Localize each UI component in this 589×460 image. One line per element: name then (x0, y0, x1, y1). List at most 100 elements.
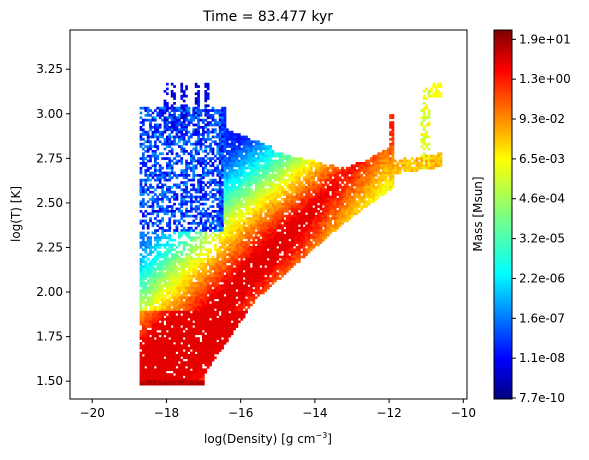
density-cell (199, 320, 203, 324)
density-cell (144, 291, 148, 295)
density-cell (286, 166, 289, 170)
density-cell (197, 279, 200, 283)
density-cell (144, 202, 148, 206)
density-cell (245, 231, 248, 235)
density-cell (156, 198, 160, 201)
density-cell (199, 279, 203, 283)
density-cell (190, 236, 193, 240)
density-cell (233, 133, 236, 136)
density-cell (197, 318, 200, 321)
density-cell (154, 140, 157, 144)
density-cell (190, 366, 193, 369)
density-cell (264, 152, 268, 156)
density-cell (271, 270, 275, 273)
density-cell (202, 142, 205, 146)
density-cell (211, 303, 215, 307)
density-cell (242, 135, 246, 139)
density-cell (163, 308, 167, 312)
density-cell (144, 190, 148, 194)
density-cell (247, 248, 251, 252)
density-cell (187, 354, 191, 357)
density-cell (218, 306, 222, 309)
density-cell (230, 332, 234, 336)
density-cell (166, 140, 169, 144)
density-cell (254, 277, 258, 280)
density-cell (139, 183, 143, 187)
density-cell (178, 243, 181, 247)
density-cell (173, 318, 176, 321)
density-cell (170, 337, 174, 340)
density-cell (158, 267, 162, 271)
density-cell (211, 106, 215, 110)
density-cell (228, 219, 232, 223)
density-cell (290, 236, 294, 240)
density-cell (209, 346, 212, 350)
density-cell (168, 296, 172, 300)
density-cell (259, 198, 263, 201)
density-cell (274, 246, 277, 249)
density-cell (185, 94, 188, 98)
density-cell (245, 298, 248, 302)
density-cell (190, 159, 193, 163)
density-cell (238, 205, 241, 208)
density-cell (216, 301, 220, 304)
density-cell (144, 140, 148, 144)
density-cell (161, 337, 164, 340)
density-cell (197, 313, 200, 316)
density-cell (202, 310, 205, 314)
density-cell (166, 212, 169, 216)
density-cell (194, 296, 198, 300)
density-cell (156, 318, 160, 321)
density-cell (250, 284, 253, 288)
density-cell (158, 366, 162, 369)
density-cell (139, 202, 143, 206)
density-cell (269, 202, 272, 206)
density-cell (180, 366, 184, 369)
density-cell (156, 356, 160, 360)
density-cell (286, 234, 289, 237)
density-cell (211, 147, 215, 151)
density-cell (221, 198, 224, 201)
density-cell (194, 248, 198, 252)
density-cell (281, 202, 284, 206)
density-cell (168, 315, 172, 319)
density-cell (250, 267, 253, 271)
density-cell (197, 195, 200, 199)
density-cell (154, 378, 157, 381)
density-cell (221, 313, 224, 316)
density-cell (274, 183, 277, 187)
density-cell (161, 363, 164, 367)
density-cell (192, 106, 196, 110)
density-cell (226, 166, 229, 170)
density-cell (206, 87, 210, 91)
density-cell (252, 248, 256, 252)
density-cell (197, 363, 200, 367)
density-cell (144, 380, 148, 384)
density-cell (240, 238, 244, 242)
density-cell (245, 210, 248, 213)
density-cell (223, 327, 227, 331)
density-cell (235, 186, 239, 189)
density-cell (271, 214, 275, 218)
density-cell (163, 253, 167, 256)
density-cell (283, 270, 287, 273)
density-cell (211, 289, 215, 292)
density-cell (151, 202, 155, 206)
density-cell (175, 284, 179, 288)
density-cell (290, 255, 294, 259)
density-cell (158, 342, 162, 345)
density-cell (166, 308, 169, 312)
density-cell (238, 303, 241, 307)
density-cell (194, 174, 198, 177)
density-cell (274, 274, 277, 278)
density-cell (206, 145, 210, 148)
density-cell (257, 205, 260, 208)
density-cell (233, 226, 236, 230)
density-cell (235, 154, 239, 158)
density-cell (204, 219, 208, 223)
density-cell (173, 313, 176, 316)
density-cell (173, 286, 176, 290)
density-cell (178, 375, 181, 379)
density-cell (173, 140, 176, 144)
density-cell (187, 289, 191, 292)
